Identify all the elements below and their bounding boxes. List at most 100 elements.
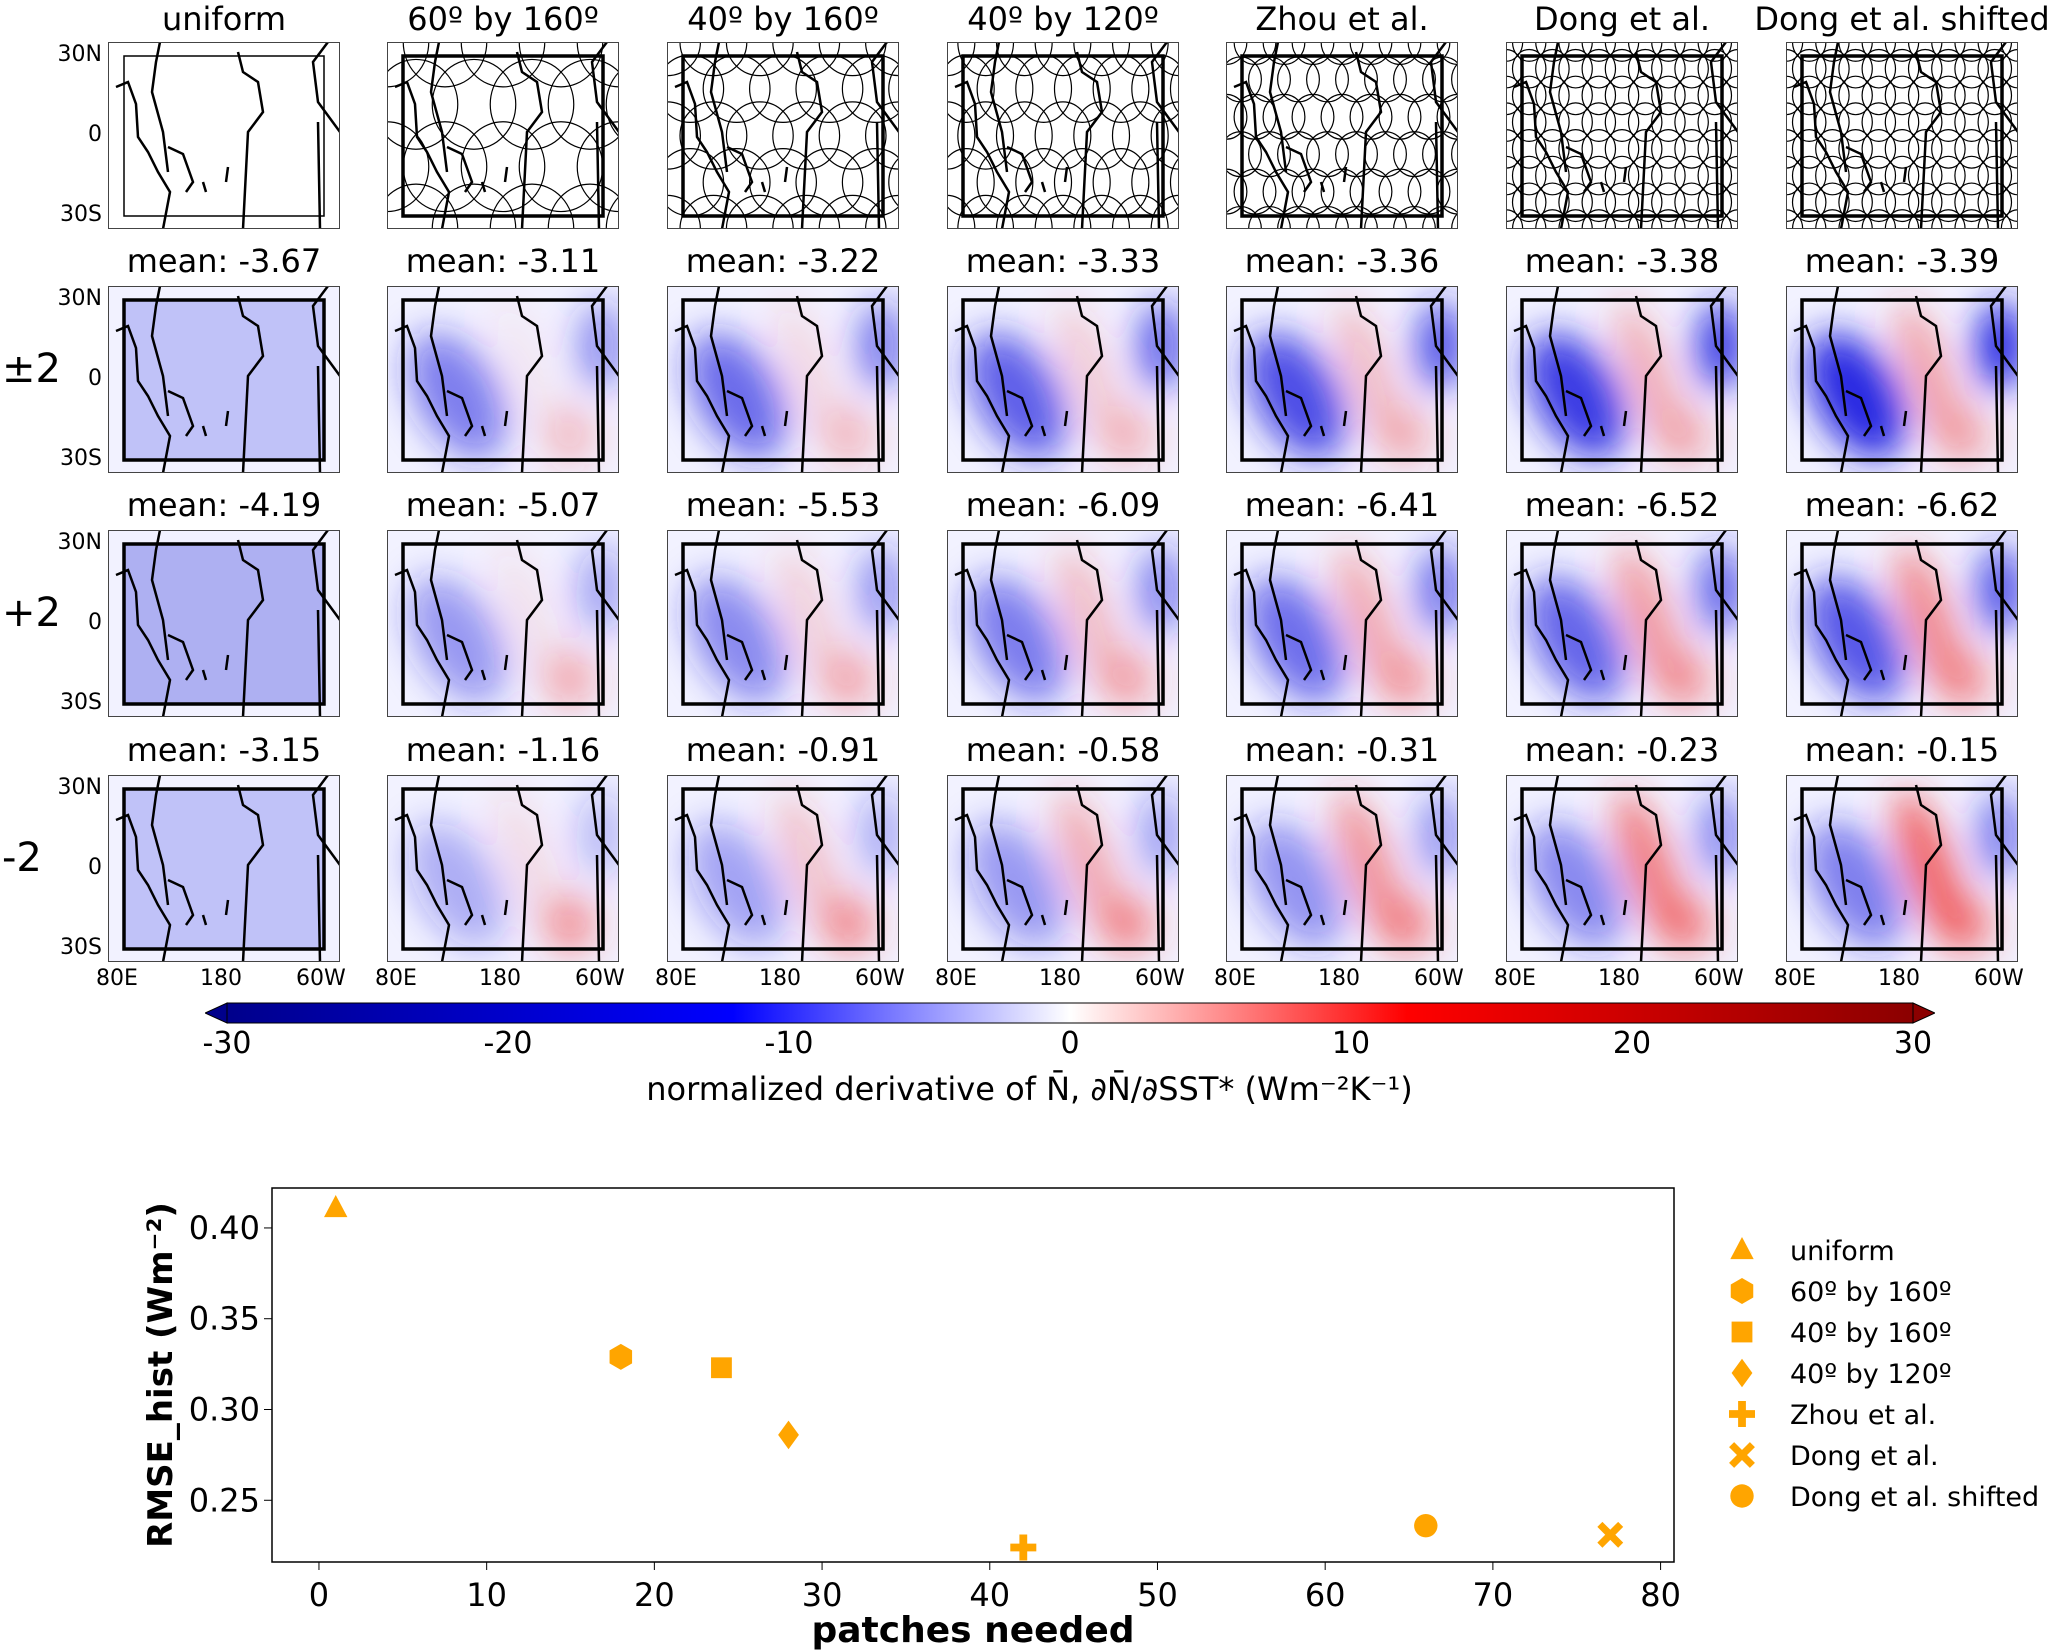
patch-outline — [1674, 48, 1709, 89]
patch-outline — [1511, 182, 1547, 223]
column-title: 40º by 160º — [687, 0, 879, 38]
patch-outline — [667, 101, 701, 170]
lon-tick: 180 — [1598, 966, 1640, 991]
patch-outline — [1511, 155, 1547, 196]
region-box — [681, 542, 885, 706]
patch-outline — [1111, 101, 1169, 170]
patch-outline — [1954, 182, 1989, 223]
x-tick-label: 20 — [634, 1576, 675, 1614]
patch-outline — [1558, 75, 1593, 116]
patch-outline — [460, 121, 546, 213]
row-label: +2 — [2, 590, 61, 636]
region-box — [1240, 54, 1444, 218]
sensitivity-map — [108, 530, 340, 717]
lon-tick: 60W — [1974, 966, 2024, 991]
patch-outline — [1907, 48, 1943, 89]
patch-outline — [1651, 48, 1686, 89]
patch-outline — [1407, 93, 1451, 140]
mean-label: mean: -3.22 — [685, 242, 881, 280]
mean-label: mean: -3.11 — [405, 242, 601, 280]
patch-outline — [1535, 209, 1570, 229]
patch-outline — [1604, 209, 1640, 229]
patch-outline — [1407, 168, 1451, 215]
patch-outline — [1977, 75, 2013, 116]
patch-outline — [1169, 157, 1179, 208]
patch-layout-map — [108, 42, 340, 229]
patch-outline — [1349, 93, 1393, 140]
patch-outline — [1581, 182, 1617, 223]
patch-outline — [1674, 102, 1709, 142]
coastline — [1233, 530, 1458, 717]
patch-outline — [1627, 209, 1663, 229]
patch-outline — [1884, 48, 1920, 89]
legend-label: uniform — [1790, 1236, 1895, 1267]
sensitivity-map — [108, 286, 340, 473]
lat-tick: 0 — [88, 122, 102, 147]
patch-outline — [1861, 75, 1897, 116]
x-tick-label: 60 — [1305, 1576, 1346, 1614]
coastline — [1513, 286, 1738, 473]
y-tick-label: 0.25 — [189, 1481, 260, 1519]
patch-outline — [1954, 42, 1989, 62]
legend-label: 40º by 120º — [1790, 1359, 1952, 1390]
sensitivity-map — [387, 530, 619, 717]
patch-outline — [1791, 42, 1827, 62]
patch-outline — [1306, 131, 1349, 178]
legend-label: 60º by 160º — [1790, 1277, 1952, 1308]
patch-outline — [1226, 168, 1248, 215]
patch-outline — [1262, 93, 1306, 140]
region-box — [1520, 54, 1724, 218]
patch-outline — [1931, 102, 1966, 142]
mean-label: mean: -1.16 — [405, 731, 601, 769]
region-box — [123, 55, 325, 217]
coastline — [1233, 775, 1458, 962]
patch-outline — [1150, 101, 1179, 170]
patch-outline — [1815, 155, 1850, 196]
patch-outline — [1262, 42, 1306, 66]
patch-outline — [1581, 42, 1617, 62]
mean-label: mean: -3.15 — [126, 731, 322, 769]
patch-outline — [1535, 42, 1570, 62]
patch-outline — [1511, 129, 1547, 169]
patch-outline — [1791, 182, 1827, 223]
patch-outline — [1697, 129, 1733, 169]
patch-outline — [1954, 209, 1989, 229]
coastline — [1513, 775, 1738, 962]
mean-label: mean: -5.53 — [685, 486, 881, 524]
sensitivity-map — [387, 775, 619, 962]
patch-outline — [489, 58, 575, 150]
patch-outline — [1954, 102, 1989, 142]
patch-outline — [1535, 48, 1570, 89]
patch-outline — [1511, 42, 1547, 62]
coastline — [1793, 42, 2018, 229]
patch-outline — [1248, 131, 1291, 178]
coastline — [115, 42, 340, 229]
lon-tick: 80E — [1494, 966, 1536, 991]
patch-outline — [818, 42, 887, 77]
patch-outline — [1791, 129, 1827, 169]
patch-outline — [1697, 182, 1733, 223]
colorbar-label: normalized derivative of N̄, ∂N̄/∂SST* (… — [646, 1070, 1413, 1108]
mean-label: mean: -0.31 — [1244, 731, 1440, 769]
x-tick-label: 40 — [969, 1576, 1010, 1614]
patch-outline — [1604, 129, 1640, 169]
patch-outline — [1233, 168, 1277, 215]
patch-outline — [1604, 42, 1640, 62]
patch-layout-map — [1226, 42, 1458, 229]
patch-outline — [1407, 42, 1451, 66]
mean-label: mean: -5.07 — [405, 486, 601, 524]
colorbar-tick: 20 — [1612, 1026, 1652, 1061]
lon-tick: 180 — [1318, 966, 1360, 991]
column-title: Dong et al. shifted — [1754, 0, 2050, 38]
region-box — [122, 787, 326, 951]
column-title: uniform — [161, 0, 287, 38]
column-title: Zhou et al. — [1255, 0, 1429, 38]
patch-outline — [1907, 209, 1943, 229]
region-box — [1520, 787, 1724, 951]
row-label: -2 — [2, 835, 42, 881]
lon-tick: 60W — [1414, 966, 1464, 991]
sensitivity-map — [1226, 530, 1458, 717]
x-axis-label: patches needed — [811, 1610, 1134, 1651]
patch-outline — [1884, 129, 1920, 169]
coastline — [1513, 530, 1738, 717]
